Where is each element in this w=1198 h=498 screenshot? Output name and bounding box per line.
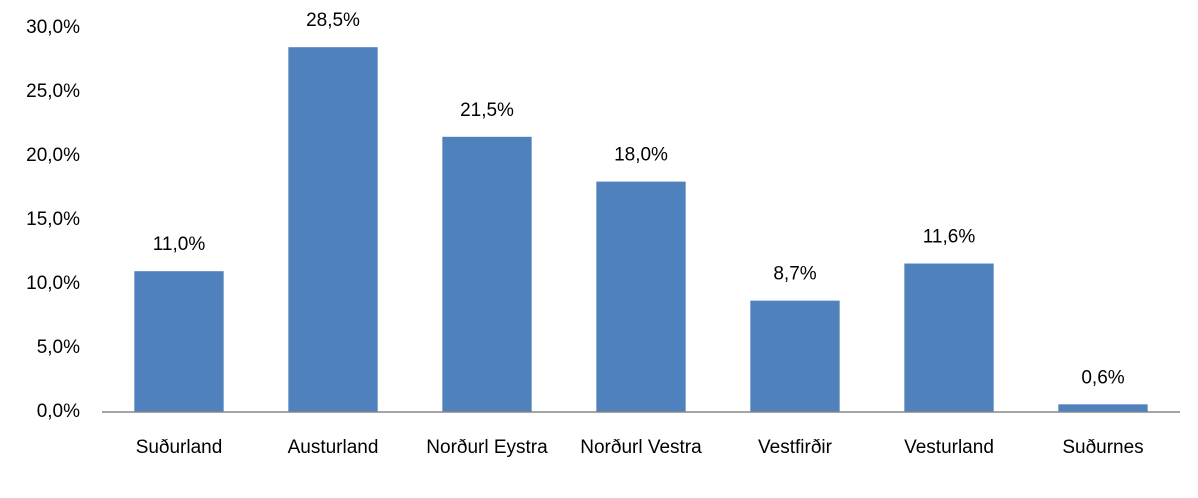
bar [904,263,994,412]
y-tick-label: 0,0% [37,401,80,422]
y-tick-label: 5,0% [37,337,80,358]
x-tick-label: Austurland [288,437,379,458]
bar [288,47,378,412]
bar [750,300,840,412]
y-tick-label: 15,0% [26,209,80,230]
x-tick-label: Norðurl Vestra [580,437,702,458]
y-tick-label: 10,0% [26,273,80,294]
bar [134,271,224,412]
x-tick-label: Norðurl Eystra [426,437,548,458]
data-label: 8,7% [773,264,816,285]
bar [1058,404,1148,412]
x-tick-label: Vesturland [904,437,994,458]
bar [442,136,532,413]
x-tick-label: Suðurnes [1062,437,1143,458]
data-label: 18,0% [614,145,668,166]
x-tick-label: Suðurland [136,437,223,458]
y-tick-label: 30,0% [26,17,80,38]
data-label: 11,6% [923,227,976,248]
y-tick-label: 25,0% [26,81,80,102]
data-label: 11,0% [153,234,206,255]
data-label: 28,5% [306,10,360,31]
bar [596,181,686,412]
data-label: 0,6% [1081,367,1124,388]
x-tick-label: Vestfirðir [758,437,833,458]
y-tick-label: 20,0% [26,145,80,166]
data-label: 21,5% [460,100,514,121]
